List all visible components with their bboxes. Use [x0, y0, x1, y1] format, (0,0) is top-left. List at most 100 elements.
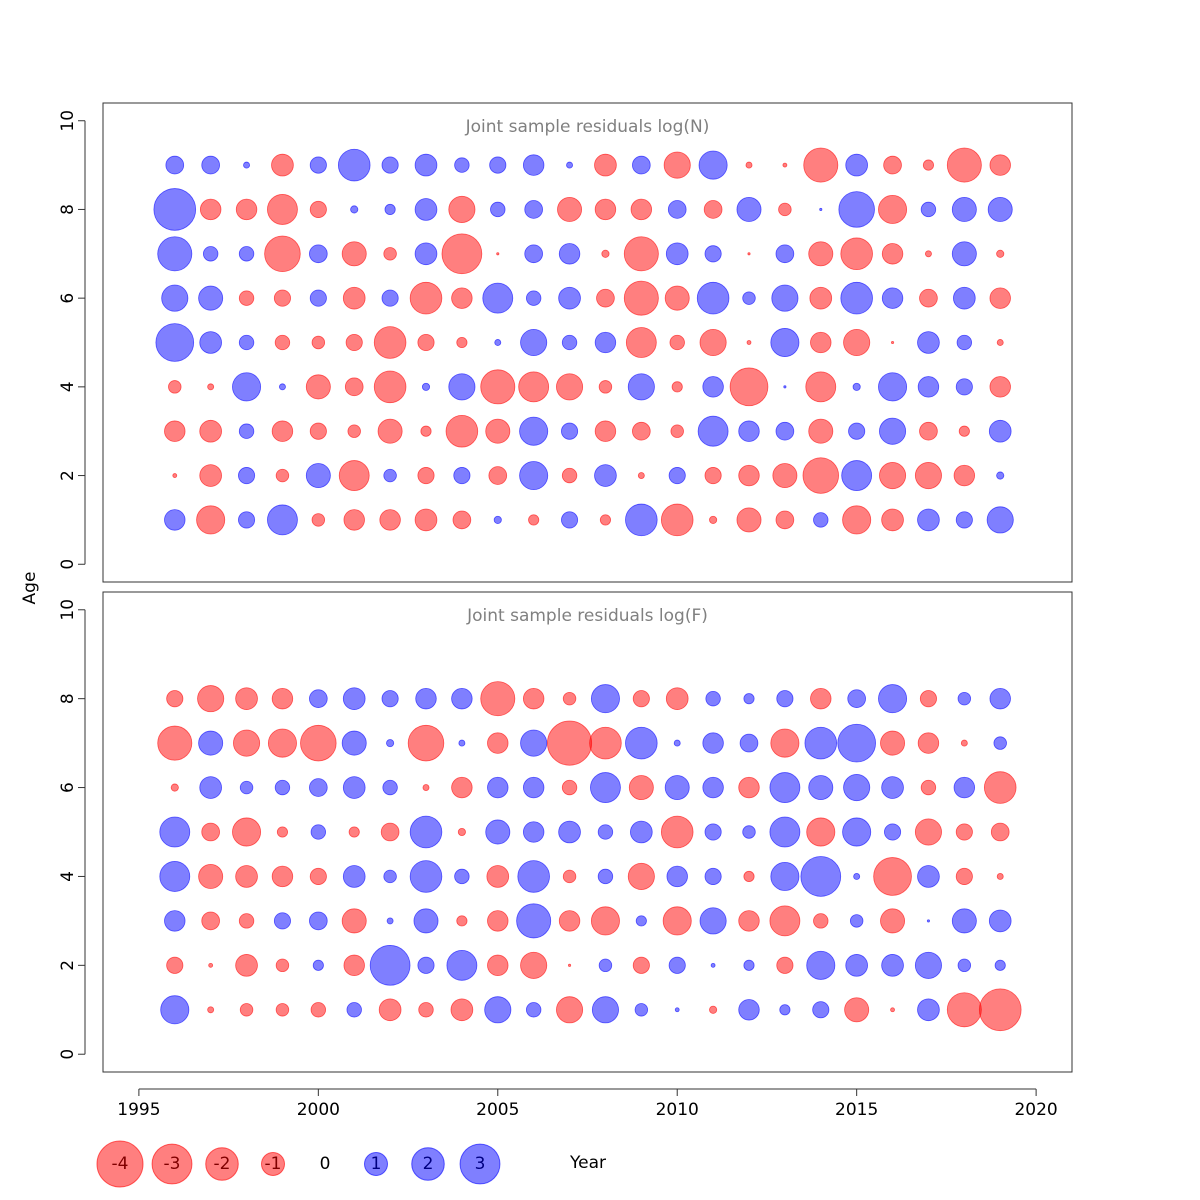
residual-bubble: [381, 690, 399, 708]
residual-bubble: [159, 816, 191, 848]
residual-bubble: [418, 1002, 434, 1018]
residual-bubble: [704, 467, 722, 485]
residual-bubble: [919, 288, 938, 308]
residual-bubble: [637, 472, 645, 479]
residual-bubble: [311, 335, 326, 350]
residual-bubble: [172, 473, 178, 478]
residual-bubble: [704, 245, 722, 263]
residual-bubble: [951, 908, 977, 934]
residual-bubble: [953, 286, 976, 310]
residual-bubble: [842, 817, 872, 847]
residual-bubble: [660, 503, 694, 537]
residual-bubble: [309, 289, 327, 307]
residual-bubble: [601, 249, 610, 258]
residual-bubble: [199, 464, 222, 487]
residual-bubble: [341, 908, 367, 934]
residual-bubble: [383, 869, 397, 884]
residual-bubble: [625, 327, 657, 358]
residual-bubble: [207, 383, 215, 391]
residual-bubble: [198, 863, 224, 889]
residual-bubble: [342, 776, 366, 799]
residual-bubble: [346, 1002, 362, 1018]
residual-bubble: [960, 739, 968, 747]
residual-bubble: [880, 908, 906, 934]
residual-bubble: [772, 463, 798, 489]
residual-bubble: [445, 414, 479, 448]
residual-bubble: [310, 1002, 327, 1018]
legend-label: -2: [214, 1154, 231, 1174]
residual-bubble: [996, 249, 1005, 258]
residual-bubble: [779, 1004, 791, 1016]
residual-bubble: [597, 824, 614, 840]
residual-bubble: [782, 162, 788, 168]
residual-bubble: [198, 730, 224, 756]
residual-bubble: [377, 418, 403, 444]
residual-bubble: [845, 153, 868, 177]
y-tick-label: 0: [58, 1049, 78, 1060]
residual-bubble: [660, 815, 694, 849]
residual-bubble: [421, 382, 431, 391]
residual-bubble: [207, 1006, 215, 1014]
residual-bubble: [201, 155, 220, 175]
residual-bubble: [845, 954, 868, 977]
residual-bubble: [528, 514, 540, 526]
residual-bubble: [770, 328, 800, 357]
residual-bubble: [342, 286, 366, 310]
residual-bubble: [341, 730, 367, 756]
x-tick-label: 2005: [476, 1100, 519, 1120]
residual-bubble: [562, 691, 577, 706]
residual-bubble: [448, 195, 476, 223]
residual-bubble: [810, 331, 832, 354]
y-tick-label: 4: [58, 381, 78, 392]
residual-bubble: [271, 687, 294, 710]
residual-bubble: [409, 860, 443, 893]
residual-bubble: [267, 728, 297, 758]
residual-bubble: [743, 693, 755, 705]
chart-title: Joint sample residuals log(F): [466, 606, 708, 626]
residual-bubble: [556, 996, 584, 1024]
residual-bubble: [271, 865, 294, 888]
residual-bubble: [305, 463, 331, 489]
residual-bubble: [235, 198, 258, 221]
residual-bubble: [914, 462, 942, 490]
residual-bubble: [771, 284, 799, 312]
residual-bubble: [547, 720, 593, 766]
residual-bubble: [482, 282, 514, 314]
residual-bubble: [738, 776, 760, 799]
residual-bubble: [776, 956, 794, 974]
residual-bubble: [590, 906, 620, 936]
x-tick-label: 2020: [1014, 1100, 1057, 1120]
residual-bubble: [516, 903, 552, 939]
residual-bubble: [919, 421, 938, 441]
residual-bubble: [275, 1003, 290, 1017]
residual-bubble: [668, 956, 686, 974]
residual-bubble: [458, 739, 466, 747]
legend-bubble: [205, 1147, 239, 1181]
residual-bubble: [485, 819, 511, 845]
residual-bubble: [634, 1003, 649, 1017]
residual-bubble: [561, 334, 578, 351]
residual-bubble: [166, 690, 184, 708]
residual-bubble: [705, 690, 721, 707]
residual-bubble: [699, 907, 727, 935]
residual-bubble: [417, 956, 435, 974]
legend-label: 1: [371, 1154, 382, 1174]
residual-bubble: [378, 998, 402, 1022]
x-tick-label: 2015: [835, 1100, 878, 1120]
residual-bubble: [879, 417, 907, 445]
legend-label: -1: [265, 1154, 282, 1174]
residual-bubble: [373, 326, 407, 359]
residual-bubble: [594, 198, 617, 221]
residual-bubble: [597, 868, 614, 885]
residual-bubble: [881, 776, 904, 799]
residual-bubble: [662, 906, 692, 936]
residual-bubble: [953, 464, 976, 487]
residual-bubble: [488, 466, 508, 485]
residual-bubble: [484, 996, 512, 1024]
residual-bubble: [594, 153, 617, 177]
residual-bubble: [891, 340, 895, 345]
residual-bubble: [273, 289, 291, 307]
residual-bubble: [562, 869, 577, 884]
residual-bubble: [709, 515, 718, 524]
